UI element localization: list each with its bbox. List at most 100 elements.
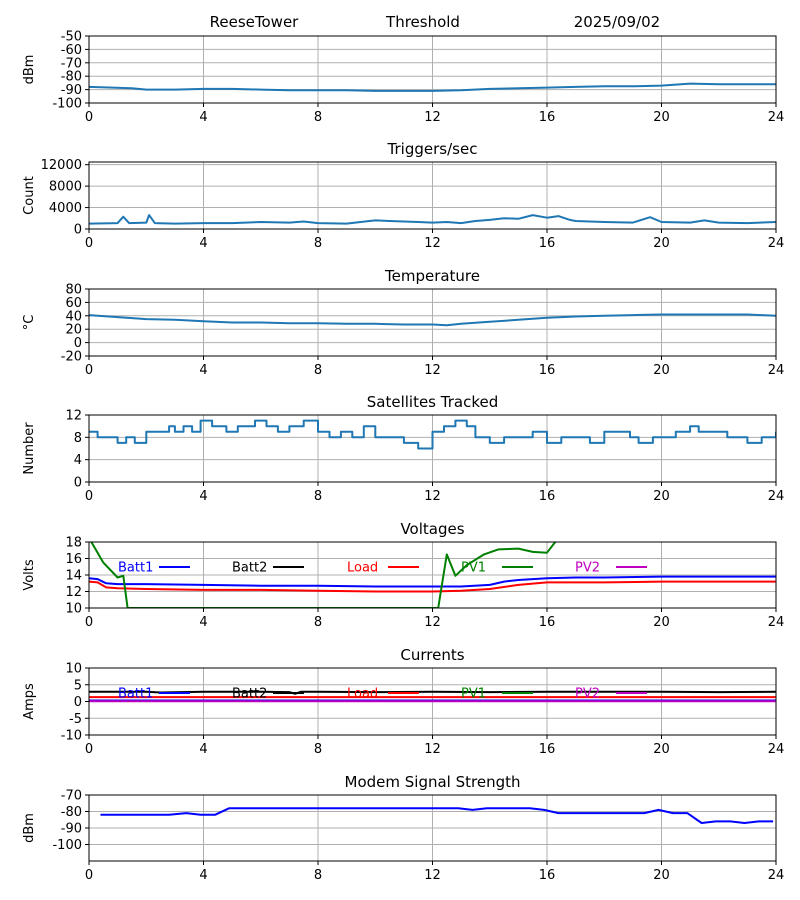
legend-label-pv2: PV2 — [575, 687, 600, 702]
x-tick-label: 20 — [653, 742, 670, 757]
chart-title: Satellites Tracked — [367, 393, 498, 411]
y-tick-label: -70 — [61, 56, 82, 71]
y-axis-label: Number — [22, 422, 37, 475]
x-tick-label: 24 — [768, 615, 785, 630]
y-tick-label: -5 — [69, 712, 82, 727]
y-tick-label: -80 — [61, 70, 82, 85]
x-tick-label: 12 — [424, 110, 441, 125]
x-tick-label: 20 — [653, 236, 670, 251]
y-tick-label: 14 — [65, 569, 82, 584]
y-tick-label: 10 — [65, 662, 82, 677]
y-tick-label: -100 — [52, 838, 82, 853]
x-tick-label: 24 — [768, 489, 785, 504]
x-tick-label: 16 — [539, 110, 556, 125]
y-tick-label: 0 — [74, 223, 82, 238]
y-tick-label: 5 — [74, 678, 82, 693]
y-tick-label: 18 — [65, 536, 82, 551]
y-axis-label: °C — [22, 315, 37, 331]
x-tick-label: 0 — [85, 742, 93, 757]
y-tick-label: 60 — [65, 296, 82, 311]
chart-title: Currents — [400, 646, 464, 664]
x-tick-label: 20 — [653, 868, 670, 883]
chart-title: Modem Signal Strength — [345, 773, 521, 791]
x-tick-label: 12 — [424, 615, 441, 630]
legend-label-pv1: PV1 — [461, 687, 486, 702]
x-tick-label: 24 — [768, 742, 785, 757]
x-tick-label: 0 — [85, 868, 93, 883]
series-line-batt1 — [89, 575, 776, 588]
y-tick-label: -90 — [61, 83, 82, 98]
x-tick-label: 0 — [85, 363, 93, 378]
legend-label-pv1: PV1 — [461, 561, 486, 576]
x-tick-label: 24 — [768, 363, 785, 378]
x-tick-label: 8 — [314, 236, 322, 251]
x-tick-label: 4 — [199, 236, 207, 251]
y-tick-label: 20 — [65, 323, 82, 338]
x-tick-label: 16 — [539, 489, 556, 504]
y-tick-label: 16 — [65, 552, 82, 567]
x-tick-label: 0 — [85, 236, 93, 251]
y-axis-label: Amps — [22, 683, 37, 720]
y-tick-label: 40 — [65, 309, 82, 324]
x-tick-label: 16 — [539, 868, 556, 883]
header-mode: Threshold — [385, 13, 460, 31]
legend-label-load: Load — [347, 561, 378, 576]
y-tick-label: 4000 — [49, 201, 82, 216]
series-line-pv1 — [90, 542, 557, 608]
y-tick-label: 0 — [74, 476, 82, 491]
x-tick-label: 20 — [653, 110, 670, 125]
x-tick-label: 24 — [768, 236, 785, 251]
legend-label-batt1: Batt1 — [118, 687, 153, 702]
legend-label-batt1: Batt1 — [118, 561, 153, 576]
series-line-modem — [100, 807, 774, 824]
chart-title: Temperature — [384, 267, 480, 285]
x-tick-label: 4 — [199, 868, 207, 883]
x-tick-label: 24 — [768, 110, 785, 125]
y-tick-label: -80 — [61, 805, 82, 820]
x-tick-label: 12 — [424, 868, 441, 883]
legend-label-pv2: PV2 — [575, 561, 600, 576]
header-date: 2025/09/02 — [574, 13, 660, 31]
series-line-load — [89, 580, 776, 593]
chart-title: Voltages — [400, 520, 464, 538]
y-tick-label: -20 — [61, 350, 82, 365]
y-tick-label: 8 — [74, 431, 82, 446]
series-line-triggers — [89, 214, 776, 225]
x-tick-label: 4 — [199, 615, 207, 630]
x-tick-label: 0 — [85, 110, 93, 125]
series-line-satellites — [89, 419, 776, 450]
x-tick-label: 0 — [85, 489, 93, 504]
x-tick-label: 0 — [85, 615, 93, 630]
series-line-temperature — [89, 313, 776, 327]
panel-threshold: 0 4 8 12 16 20 24 -100-90-80-70-60-50 dBm — [22, 30, 784, 126]
y-tick-label: -60 — [61, 43, 82, 58]
y-tick-label: 12000 — [41, 158, 82, 173]
x-tick-label: 20 — [653, 363, 670, 378]
x-tick-label: 8 — [314, 868, 322, 883]
x-tick-label: 16 — [539, 363, 556, 378]
x-tick-label: 8 — [314, 742, 322, 757]
x-tick-label: 8 — [314, 110, 322, 125]
y-tick-label: 8000 — [49, 180, 82, 195]
legend-label-batt2: Batt2 — [232, 687, 267, 702]
y-tick-label: -90 — [61, 822, 82, 837]
y-tick-label: -50 — [61, 30, 82, 45]
y-tick-label: 80 — [65, 283, 82, 298]
y-tick-label: 10 — [65, 602, 82, 617]
y-tick-label: 0 — [74, 695, 82, 710]
x-tick-label: 16 — [539, 742, 556, 757]
x-tick-label: 4 — [199, 489, 207, 504]
x-tick-label: 20 — [653, 615, 670, 630]
panel-modem: 0 4 8 12 16 20 24 -100-90 -80-70 Modem Signal Str… — [22, 773, 784, 883]
panel-satellites: 0 4 8 12 16 20 24 0 4 8 12 Satellites Tracked Number — [22, 393, 784, 504]
x-tick-label: 8 — [314, 489, 322, 504]
chart-title: Triggers/sec — [387, 140, 478, 158]
x-tick-label: 4 — [199, 363, 207, 378]
legend-label-batt2: Batt2 — [232, 561, 267, 576]
legend-label-load: Load — [347, 687, 378, 702]
y-tick-label: 12 — [65, 585, 82, 600]
x-tick-label: 12 — [424, 363, 441, 378]
x-tick-label: 12 — [424, 489, 441, 504]
x-tick-label: 20 — [653, 489, 670, 504]
